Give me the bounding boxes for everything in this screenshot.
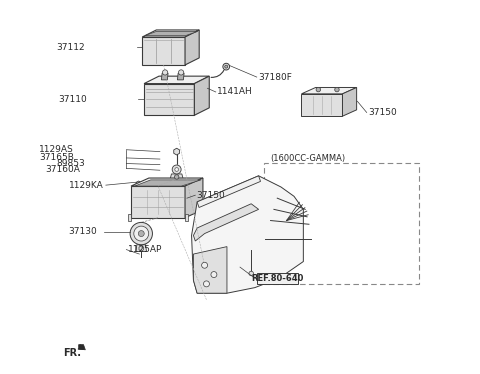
Circle shape [316, 88, 321, 92]
Polygon shape [139, 246, 144, 251]
Text: 37165B: 37165B [39, 153, 74, 162]
Bar [264, 163, 419, 284]
Polygon shape [145, 31, 198, 36]
Text: (1600CC-GAMMA): (1600CC-GAMMA) [270, 154, 345, 163]
Polygon shape [131, 178, 203, 186]
Polygon shape [174, 148, 180, 155]
Text: 37150: 37150 [196, 191, 225, 200]
Circle shape [179, 70, 184, 75]
Circle shape [130, 223, 153, 245]
Circle shape [172, 165, 181, 174]
Polygon shape [135, 180, 201, 186]
Polygon shape [185, 178, 203, 218]
Polygon shape [144, 76, 209, 84]
Polygon shape [185, 214, 188, 221]
Circle shape [335, 88, 339, 92]
Text: 89853: 89853 [57, 159, 85, 168]
Circle shape [204, 281, 209, 287]
Polygon shape [193, 246, 227, 293]
Polygon shape [301, 88, 357, 94]
Polygon shape [193, 204, 259, 241]
Text: FR.: FR. [63, 348, 81, 358]
Text: 37110: 37110 [59, 95, 87, 104]
Polygon shape [192, 176, 303, 293]
Circle shape [138, 231, 144, 237]
Polygon shape [197, 176, 261, 208]
Polygon shape [136, 181, 141, 187]
Polygon shape [170, 174, 183, 180]
Text: 1141AH: 1141AH [217, 88, 252, 96]
Polygon shape [301, 94, 342, 116]
Polygon shape [131, 186, 185, 218]
Text: 1129KA: 1129KA [69, 181, 103, 190]
Circle shape [249, 271, 253, 276]
Text: 37130: 37130 [69, 227, 97, 236]
Circle shape [223, 63, 229, 70]
Polygon shape [128, 214, 131, 221]
Polygon shape [194, 76, 209, 115]
Polygon shape [185, 30, 199, 65]
Circle shape [211, 272, 217, 278]
Circle shape [163, 70, 168, 75]
Text: 37160A: 37160A [46, 165, 81, 174]
Text: 37180F: 37180F [258, 73, 292, 82]
Circle shape [225, 65, 228, 68]
Polygon shape [144, 84, 194, 115]
Text: 1125AP: 1125AP [128, 245, 162, 254]
Polygon shape [142, 37, 185, 65]
Text: REF.80-640: REF.80-640 [251, 274, 303, 283]
Polygon shape [136, 245, 146, 251]
Circle shape [134, 226, 149, 241]
Polygon shape [79, 344, 85, 350]
Circle shape [202, 262, 207, 268]
Polygon shape [161, 73, 168, 80]
Polygon shape [342, 88, 357, 116]
Circle shape [174, 175, 179, 179]
Circle shape [175, 168, 179, 171]
Polygon shape [257, 273, 298, 283]
Polygon shape [178, 73, 184, 80]
Text: 1129AS: 1129AS [39, 145, 74, 154]
Text: 37112: 37112 [57, 43, 85, 52]
Polygon shape [142, 30, 199, 37]
Text: 37150: 37150 [368, 108, 396, 117]
